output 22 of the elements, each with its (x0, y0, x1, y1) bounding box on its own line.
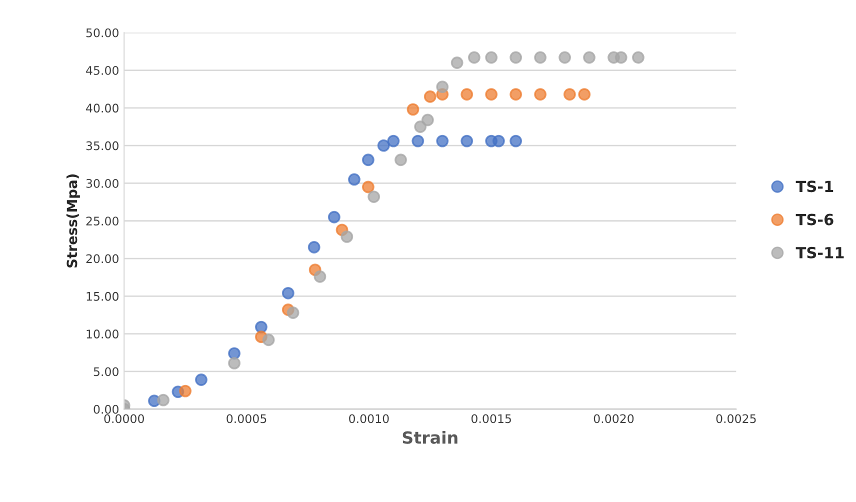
x-tick-label: 0.0015 (471, 414, 511, 424)
y-tick-label: 10.00 (86, 330, 118, 338)
y-tick-label: 40.00 (86, 104, 118, 113)
y-axis-title: Stress(Mpa) (66, 174, 80, 268)
legend-label: TS-6 (796, 214, 834, 226)
legend-label: TS-1 (796, 180, 834, 192)
x-tick-label: 0.0020 (594, 414, 634, 424)
x-axis-title: Strain (402, 430, 458, 444)
legend-label: TS-11 (796, 246, 844, 258)
y-tick-label: 20.00 (86, 254, 118, 264)
y-tick-label: 30.00 (86, 178, 118, 188)
x-tick-label: 0.0010 (349, 414, 389, 424)
y-tick-label: 0.00 (94, 404, 118, 414)
y-tick-label: 45.00 (86, 66, 118, 75)
y-tick-label: 5.00 (94, 367, 118, 376)
x-tick-label: 0.0000 (104, 414, 144, 424)
y-tick-label: 35.00 (86, 141, 118, 150)
x-tick-label: 0.0025 (716, 414, 756, 424)
y-tick-label: 25.00 (86, 216, 118, 226)
y-tick-label: 50.00 (86, 28, 118, 38)
x-tick-label: 0.0005 (226, 414, 266, 424)
y-tick-label: 15.00 (86, 292, 118, 301)
